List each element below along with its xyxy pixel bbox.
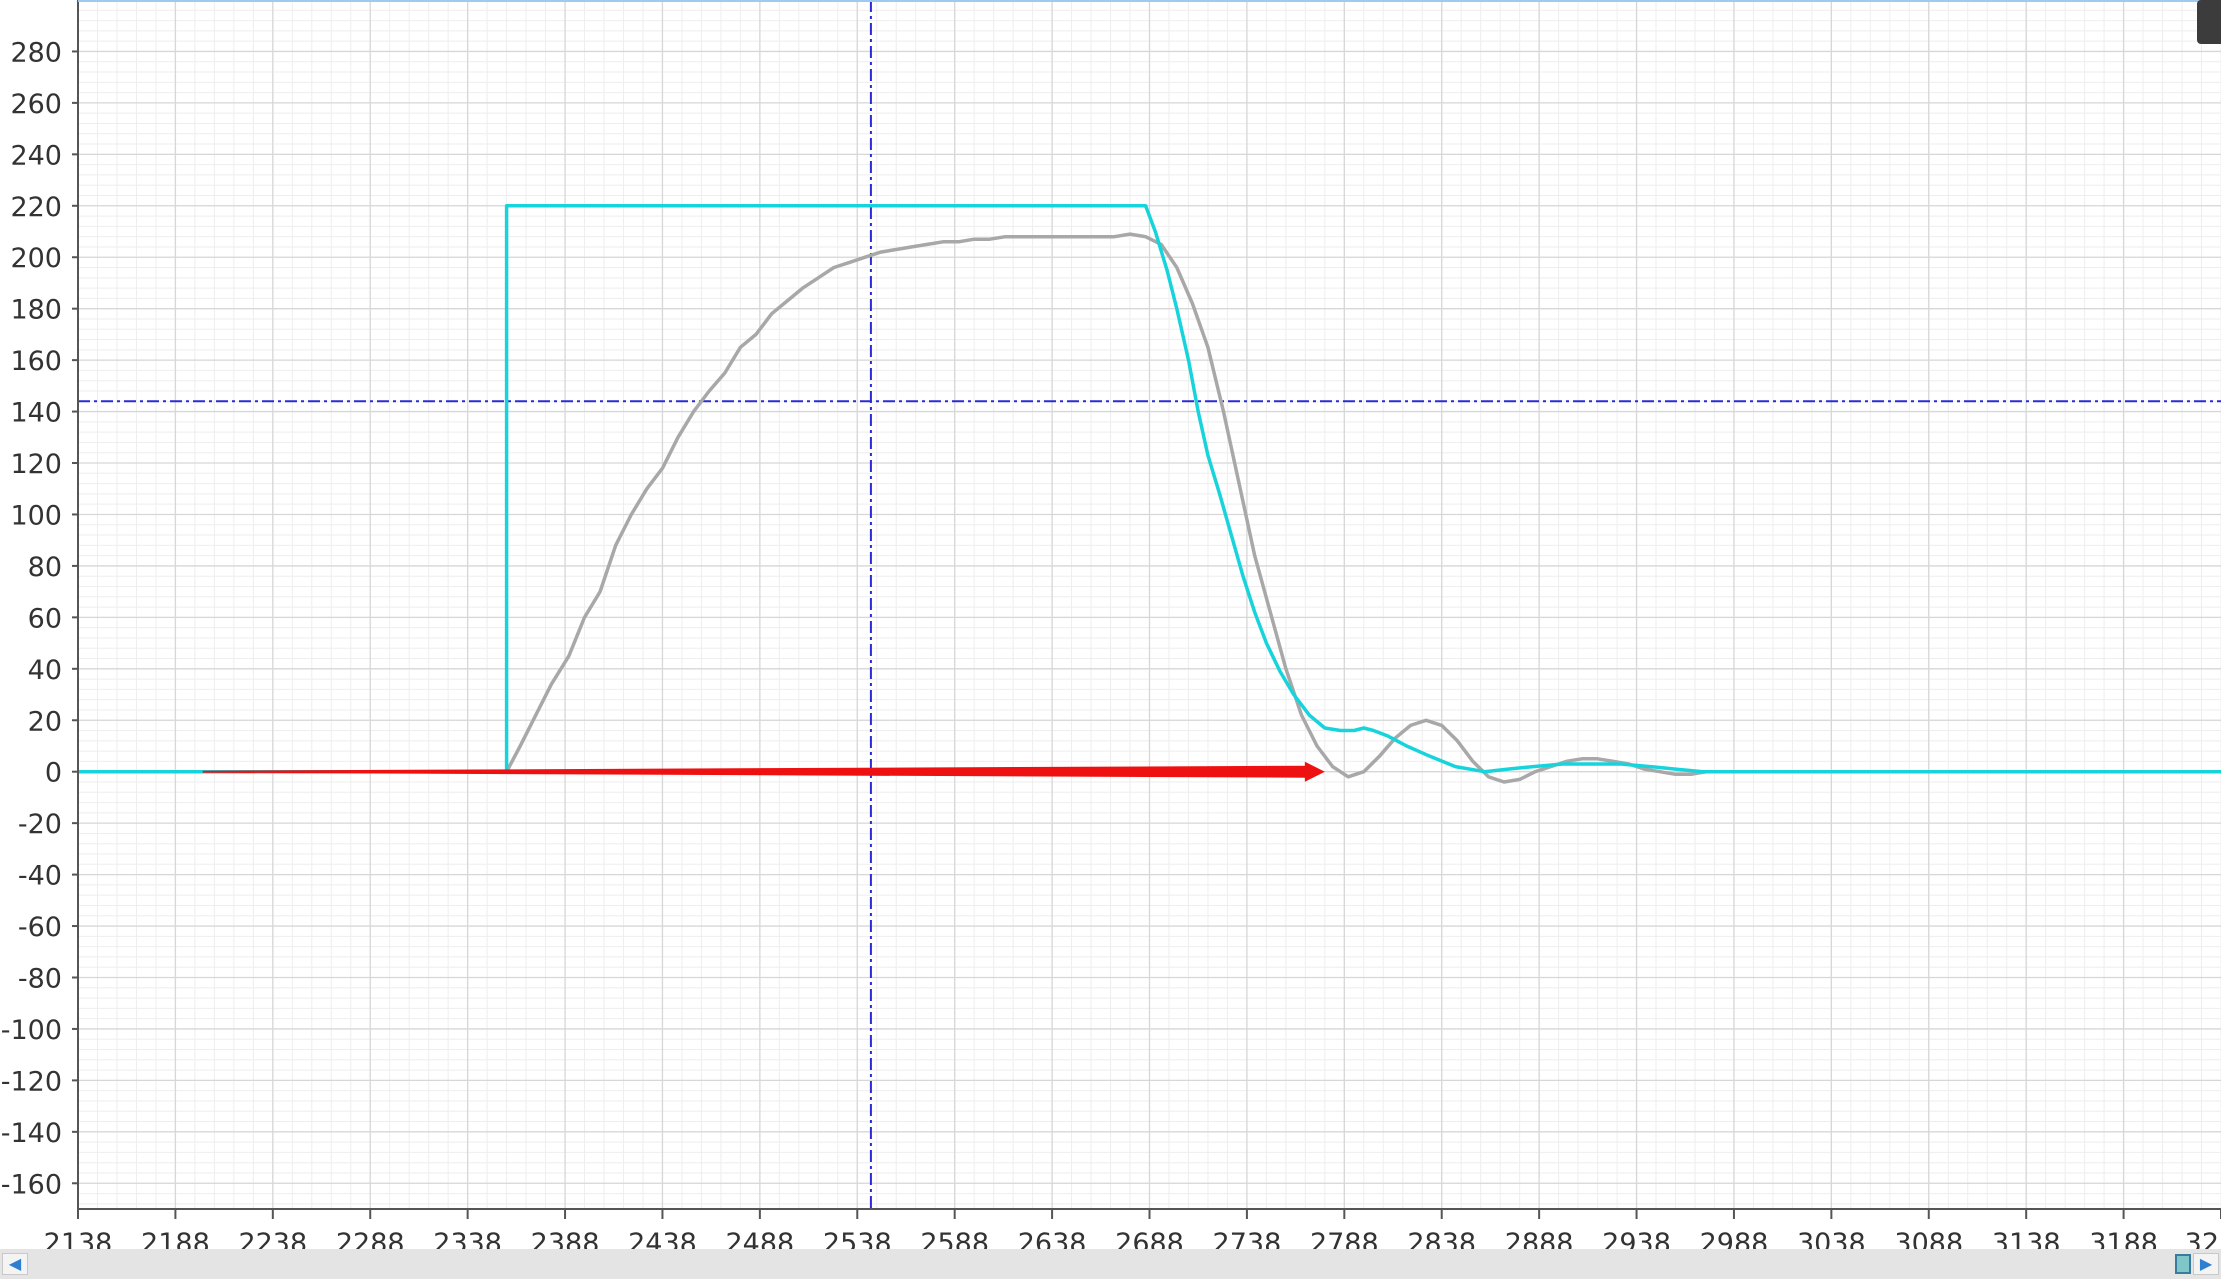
y-tick-label: -80 (18, 963, 62, 994)
y-tick-label: -60 (18, 912, 62, 943)
y-tick-label: -120 (1, 1066, 62, 1097)
x-tick-label: 32 (2185, 1228, 2219, 1249)
y-tick-label: -160 (1, 1169, 62, 1200)
x-tick-label: 3138 (1992, 1228, 2061, 1249)
panel-grip-handle[interactable] (2197, 0, 2221, 44)
y-tick-label: 240 (10, 140, 62, 171)
x-tick-label: 2138 (44, 1228, 113, 1249)
x-tick-label: 3188 (2089, 1228, 2158, 1249)
horizontal-scrollbar[interactable]: ◀ ▶ (0, 1249, 2221, 1279)
y-tick-label: 20 (28, 706, 62, 737)
y-tick-label: 80 (28, 552, 62, 583)
y-tick-label: 100 (10, 500, 62, 531)
y-tick-label: 40 (28, 655, 62, 686)
y-tick-label: 280 (10, 37, 62, 68)
x-tick-label: 2788 (1310, 1228, 1379, 1249)
y-tick-label: 180 (10, 295, 62, 326)
y-tick-label: 200 (10, 243, 62, 274)
y-tick-label: 160 (10, 346, 62, 377)
x-tick-label: 3038 (1797, 1228, 1866, 1249)
x-tick-label: 2738 (1213, 1228, 1282, 1249)
y-tick-label: 120 (10, 449, 62, 480)
x-tick-label: 2588 (920, 1228, 989, 1249)
x-tick-label: 3088 (1894, 1228, 1963, 1249)
x-tick-label: 2688 (1115, 1228, 1184, 1249)
scrollbar-thumb[interactable] (2175, 1254, 2191, 1274)
x-tick-label: 2238 (238, 1228, 307, 1249)
x-tick-label: 2338 (433, 1228, 502, 1249)
y-tick-label: -20 (18, 809, 62, 840)
x-tick-label: 2888 (1505, 1228, 1574, 1249)
y-tick-label: 220 (10, 192, 62, 223)
x-tick-label: 2638 (1018, 1228, 1087, 1249)
x-tick-label: 2538 (823, 1228, 892, 1249)
x-tick-label: 2938 (1602, 1228, 1671, 1249)
y-tick-label: -140 (1, 1118, 62, 1149)
scroll-left-button[interactable]: ◀ (2, 1253, 28, 1275)
x-tick-label: 2388 (531, 1228, 600, 1249)
x-tick-label: 2288 (336, 1228, 405, 1249)
scroll-right-button[interactable]: ▶ (2193, 1253, 2219, 1275)
y-tick-label: -100 (1, 1015, 62, 1046)
y-tick-label: 260 (10, 89, 62, 120)
y-tick-label: 140 (10, 398, 62, 429)
x-tick-label: 2438 (628, 1228, 697, 1249)
chevron-left-icon: ◀ (9, 1254, 21, 1273)
x-tick-label: 2188 (141, 1228, 210, 1249)
x-tick-label: 2988 (1700, 1228, 1769, 1249)
x-tick-label: 2488 (726, 1228, 795, 1249)
chevron-right-icon: ▶ (2200, 1254, 2212, 1273)
x-tick-label: 2838 (1407, 1228, 1476, 1249)
y-tick-label: -40 (18, 861, 62, 892)
y-tick-label: 60 (28, 603, 62, 634)
line-chart: 280260240220200180160140120100806040200-… (0, 0, 2221, 1249)
y-tick-label: 0 (45, 758, 62, 789)
